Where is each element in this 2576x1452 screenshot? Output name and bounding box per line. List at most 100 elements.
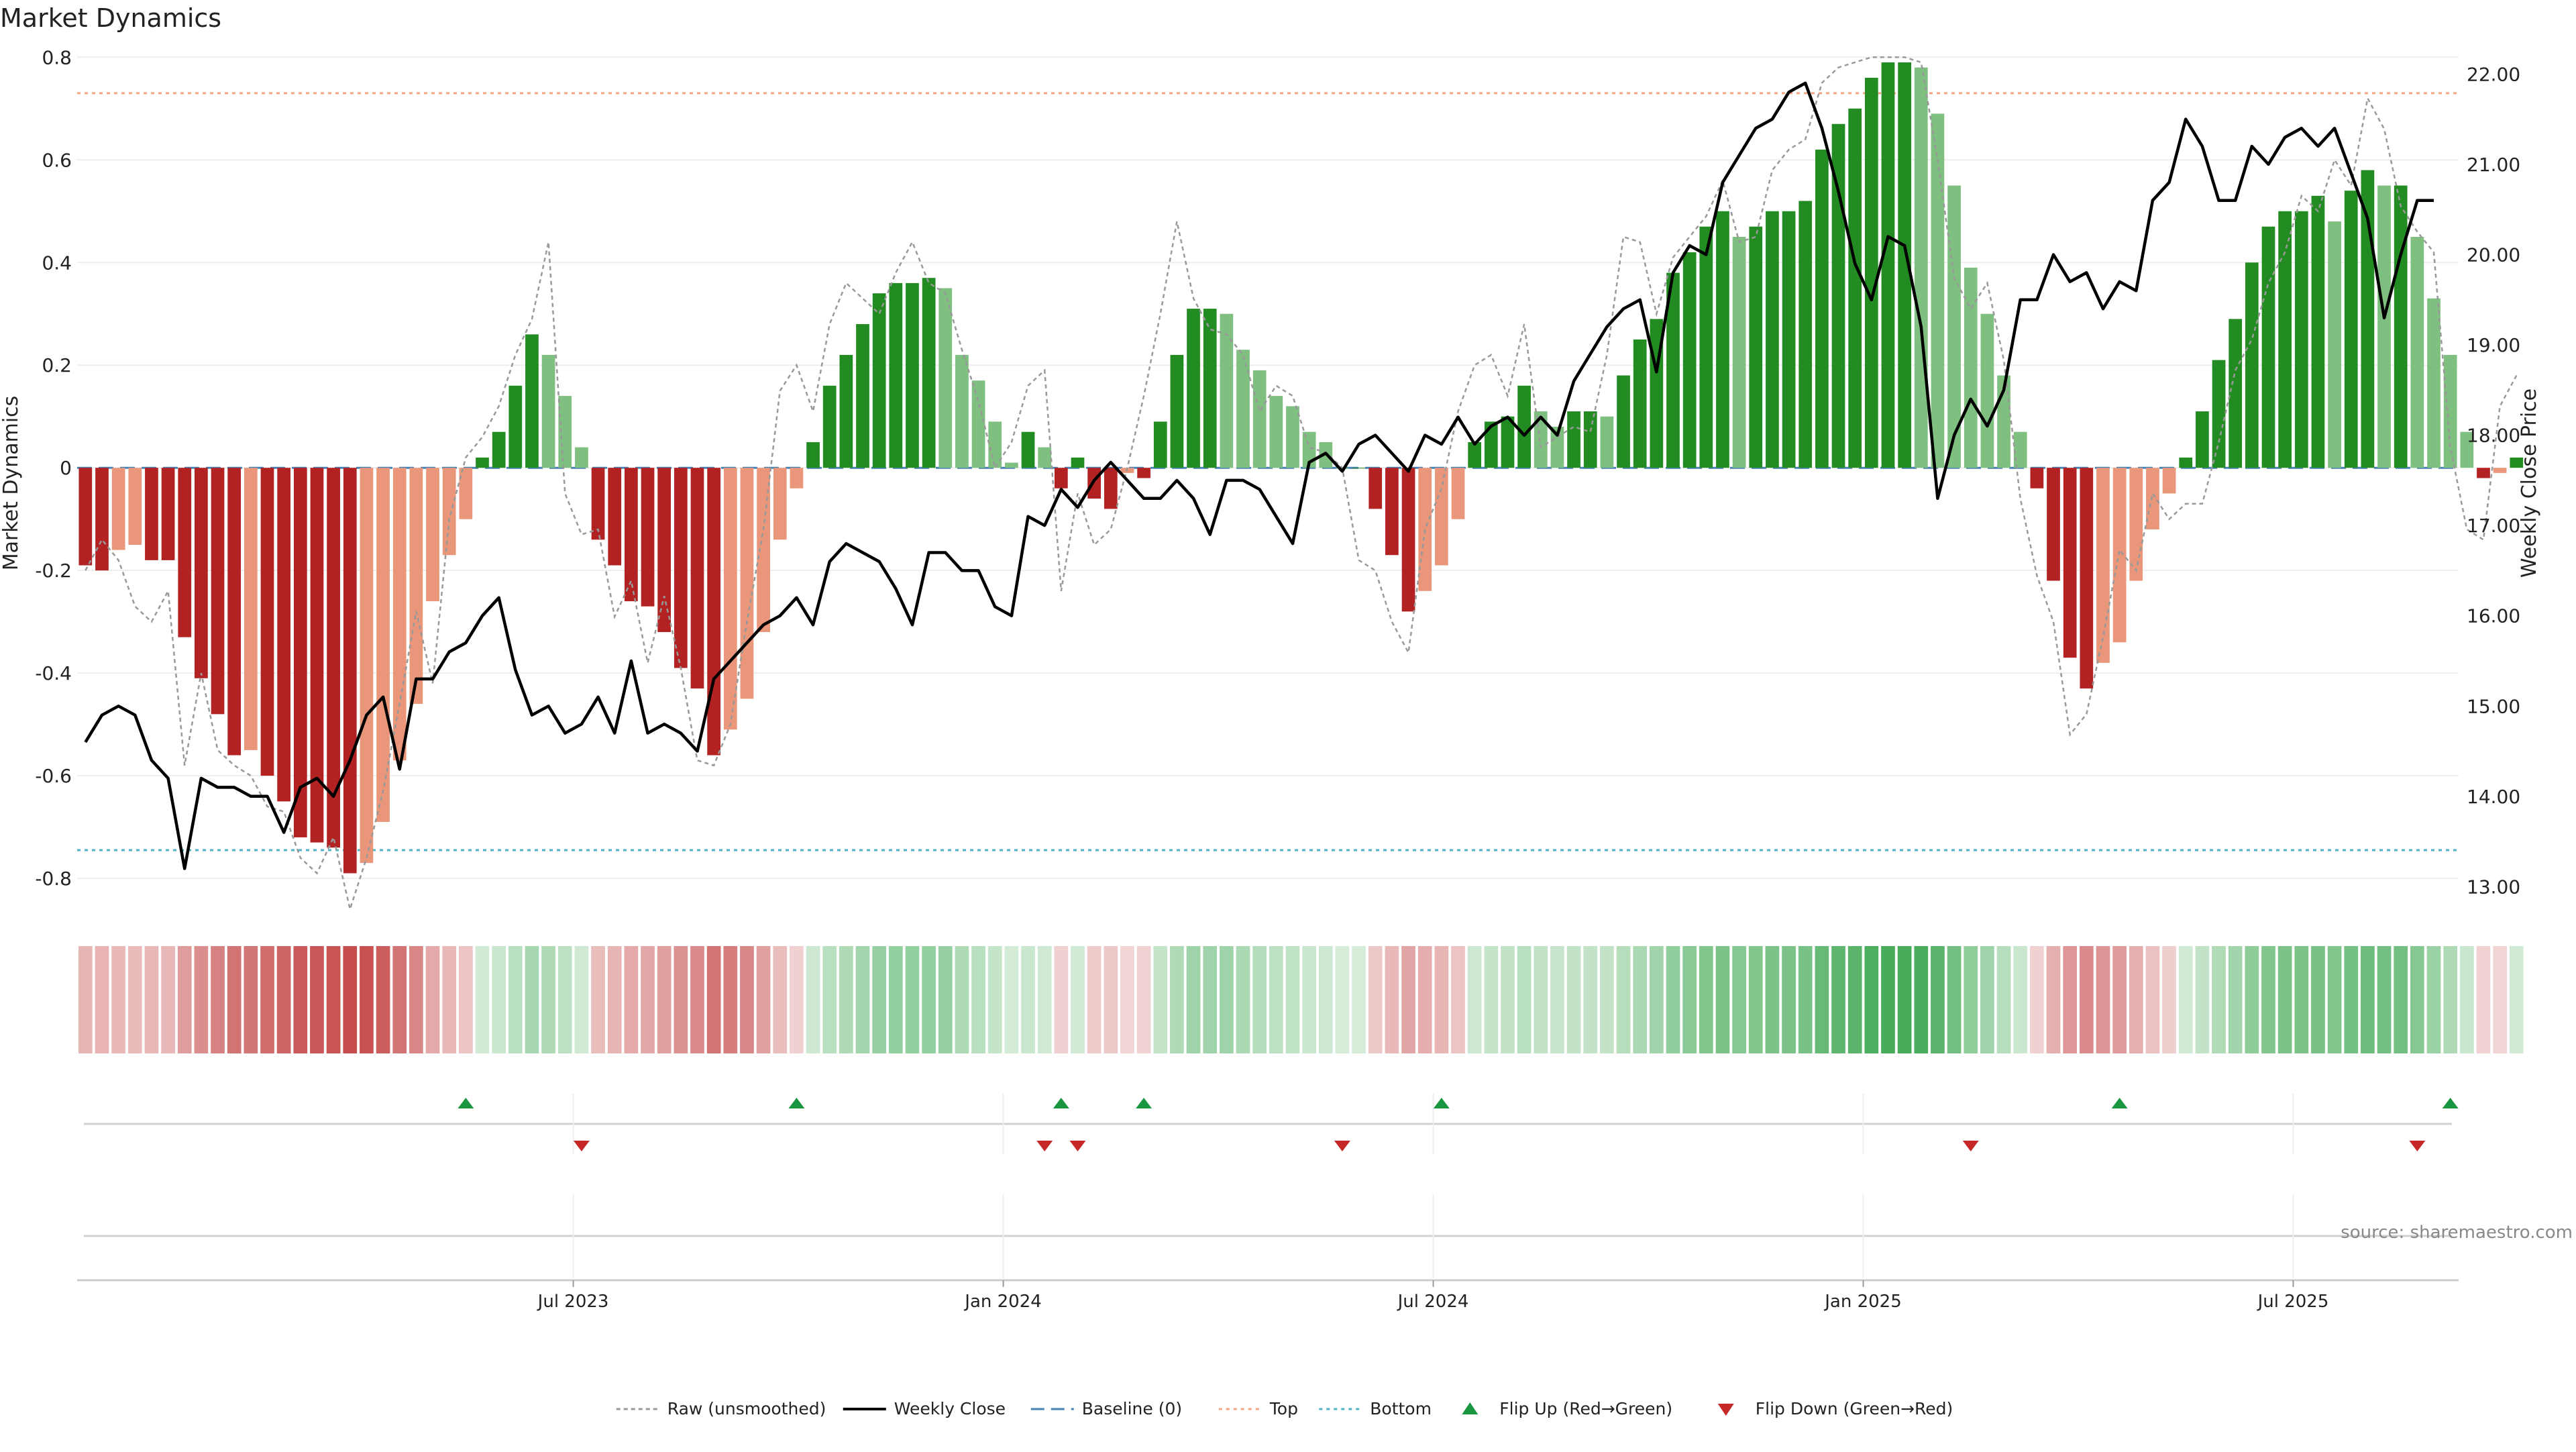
momentum-bar <box>310 468 324 843</box>
heat-strip-cell <box>508 946 523 1053</box>
momentum-bar <box>971 380 985 468</box>
heat-strip-cell <box>2377 946 2392 1053</box>
momentum-bar <box>906 282 919 468</box>
heat-strip-cell <box>2212 946 2226 1053</box>
momentum-bar <box>2080 468 2094 689</box>
momentum-bar <box>293 468 307 837</box>
momentum-bar <box>740 468 754 699</box>
momentum-bar <box>476 457 489 468</box>
heat-strip-cell <box>2195 946 2210 1053</box>
heat-strip-cell <box>1417 946 1432 1053</box>
y2-axis-label: Weekly Close Price <box>2518 388 2541 578</box>
heat-strip-cell <box>1136 946 1151 1053</box>
heat-strip-cell <box>310 946 324 1053</box>
heat-strip-cell <box>1649 946 1664 1053</box>
legend-label: Top <box>1269 1399 1298 1418</box>
momentum-bar <box>2212 360 2226 468</box>
heat-strip-cell <box>177 946 192 1053</box>
flip-markers <box>84 1094 2459 1278</box>
x-tick-label: Jul 2024 <box>1397 1292 1469 1312</box>
heat-strip-cell <box>641 946 655 1053</box>
heat-strip-cell <box>2228 946 2243 1053</box>
momentum-bar <box>492 431 506 468</box>
heat-strip-cell <box>1302 946 1316 1053</box>
momentum-bar <box>2328 221 2341 468</box>
heat-strip-cell <box>1054 946 1069 1053</box>
y-tick-label: 0.6 <box>42 149 72 171</box>
momentum-bar <box>955 354 969 468</box>
heat-strip-cell <box>971 946 985 1053</box>
x-axis: Jul 2023 Jan 2024 Jul 2024 Jan 2025 Jul 2025 <box>77 1279 2459 1312</box>
heat-strip-cell <box>1897 946 1912 1053</box>
momentum-bar <box>1054 468 1068 488</box>
legend-item-close: Weekly Close <box>843 1399 1006 1418</box>
heat-strip-cell <box>938 946 953 1053</box>
momentum-bar <box>376 468 390 822</box>
legend-item-bottom: Bottom <box>1319 1399 1432 1418</box>
heat-strip-cell <box>1947 946 1962 1053</box>
momentum-bars <box>78 62 2524 874</box>
heat-strip-cell <box>1021 946 1035 1053</box>
heat-strip-cell <box>1583 946 1598 1053</box>
flip-up-marker <box>458 1098 474 1108</box>
legend-item-top: Top <box>1218 1399 1298 1418</box>
heat-strip-cell <box>2063 946 2078 1053</box>
raw-series-line <box>85 56 2518 913</box>
momentum-bar <box>558 396 572 468</box>
momentum-bar <box>1964 267 1978 468</box>
momentum-bar <box>2510 457 2524 468</box>
y2-tick-label: 19.00 <box>2467 334 2520 356</box>
heat-strip-cell <box>1534 946 1548 1053</box>
y-tick-label: 0.8 <box>42 46 72 68</box>
momentum-bar <box>1583 411 1597 468</box>
momentum-bar <box>856 324 869 468</box>
heat-strip-cell <box>1964 946 1978 1053</box>
heat-strip-cell <box>2079 946 2094 1053</box>
momentum-bar <box>1220 313 1234 468</box>
heat-strip-cell <box>1748 946 1763 1053</box>
legend-label: Raw (unsmoothed) <box>667 1399 826 1418</box>
heat-strip-cell <box>1467 946 1482 1053</box>
heat-strip-cell <box>409 946 423 1053</box>
heat-strip-cell <box>95 946 109 1053</box>
momentum-bar <box>2196 411 2209 468</box>
momentum-bar <box>2229 319 2243 468</box>
heat-strip-cell <box>1153 946 1168 1053</box>
momentum-bar <box>195 468 208 678</box>
heat-strip-cell <box>1931 946 1945 1053</box>
momentum-bar <box>1286 406 1299 468</box>
momentum-bar <box>657 468 672 632</box>
momentum-bar <box>773 468 787 540</box>
heat-strip-cell <box>2410 946 2424 1053</box>
heat-strip-cell <box>2145 946 2160 1053</box>
heat-strip-cell <box>1385 946 1399 1053</box>
momentum-bar <box>1137 468 1150 478</box>
momentum-bar <box>707 468 720 756</box>
flip-up-marker <box>1053 1098 1069 1108</box>
momentum-bar <box>1749 226 1763 468</box>
momentum-bar <box>625 468 638 602</box>
y-axis-label: Market Dynamics <box>0 396 23 571</box>
heat-strip-cell <box>607 946 622 1053</box>
y-tick-label: -0.8 <box>35 868 72 890</box>
heat-strip-cell <box>1335 946 1350 1053</box>
momentum-bar <box>1617 375 1630 468</box>
heat-strip-cell <box>1236 946 1250 1053</box>
heat-strip-cell <box>1087 946 1102 1053</box>
momentum-bar <box>1252 370 1267 468</box>
heat-strip-cell <box>987 946 1002 1053</box>
momentum-bar <box>2460 431 2474 468</box>
heat-strip-cell <box>1831 946 1845 1053</box>
heat-strip-cell <box>425 946 440 1053</box>
momentum-bar <box>1782 211 1796 468</box>
heat-strip-cell <box>1037 946 1052 1053</box>
y2-tick-label: 15.00 <box>2467 695 2520 717</box>
lines-layer <box>84 56 2518 913</box>
y2-tick-label: 22.00 <box>2467 63 2520 85</box>
heat-strip-cell <box>1600 946 1614 1053</box>
heat-strip-cell <box>806 946 820 1053</box>
heat-strip-cell <box>1401 946 1415 1053</box>
heat-strip-cell <box>591 946 605 1053</box>
momentum-bar <box>1633 339 1647 468</box>
momentum-bar <box>1038 447 1052 468</box>
